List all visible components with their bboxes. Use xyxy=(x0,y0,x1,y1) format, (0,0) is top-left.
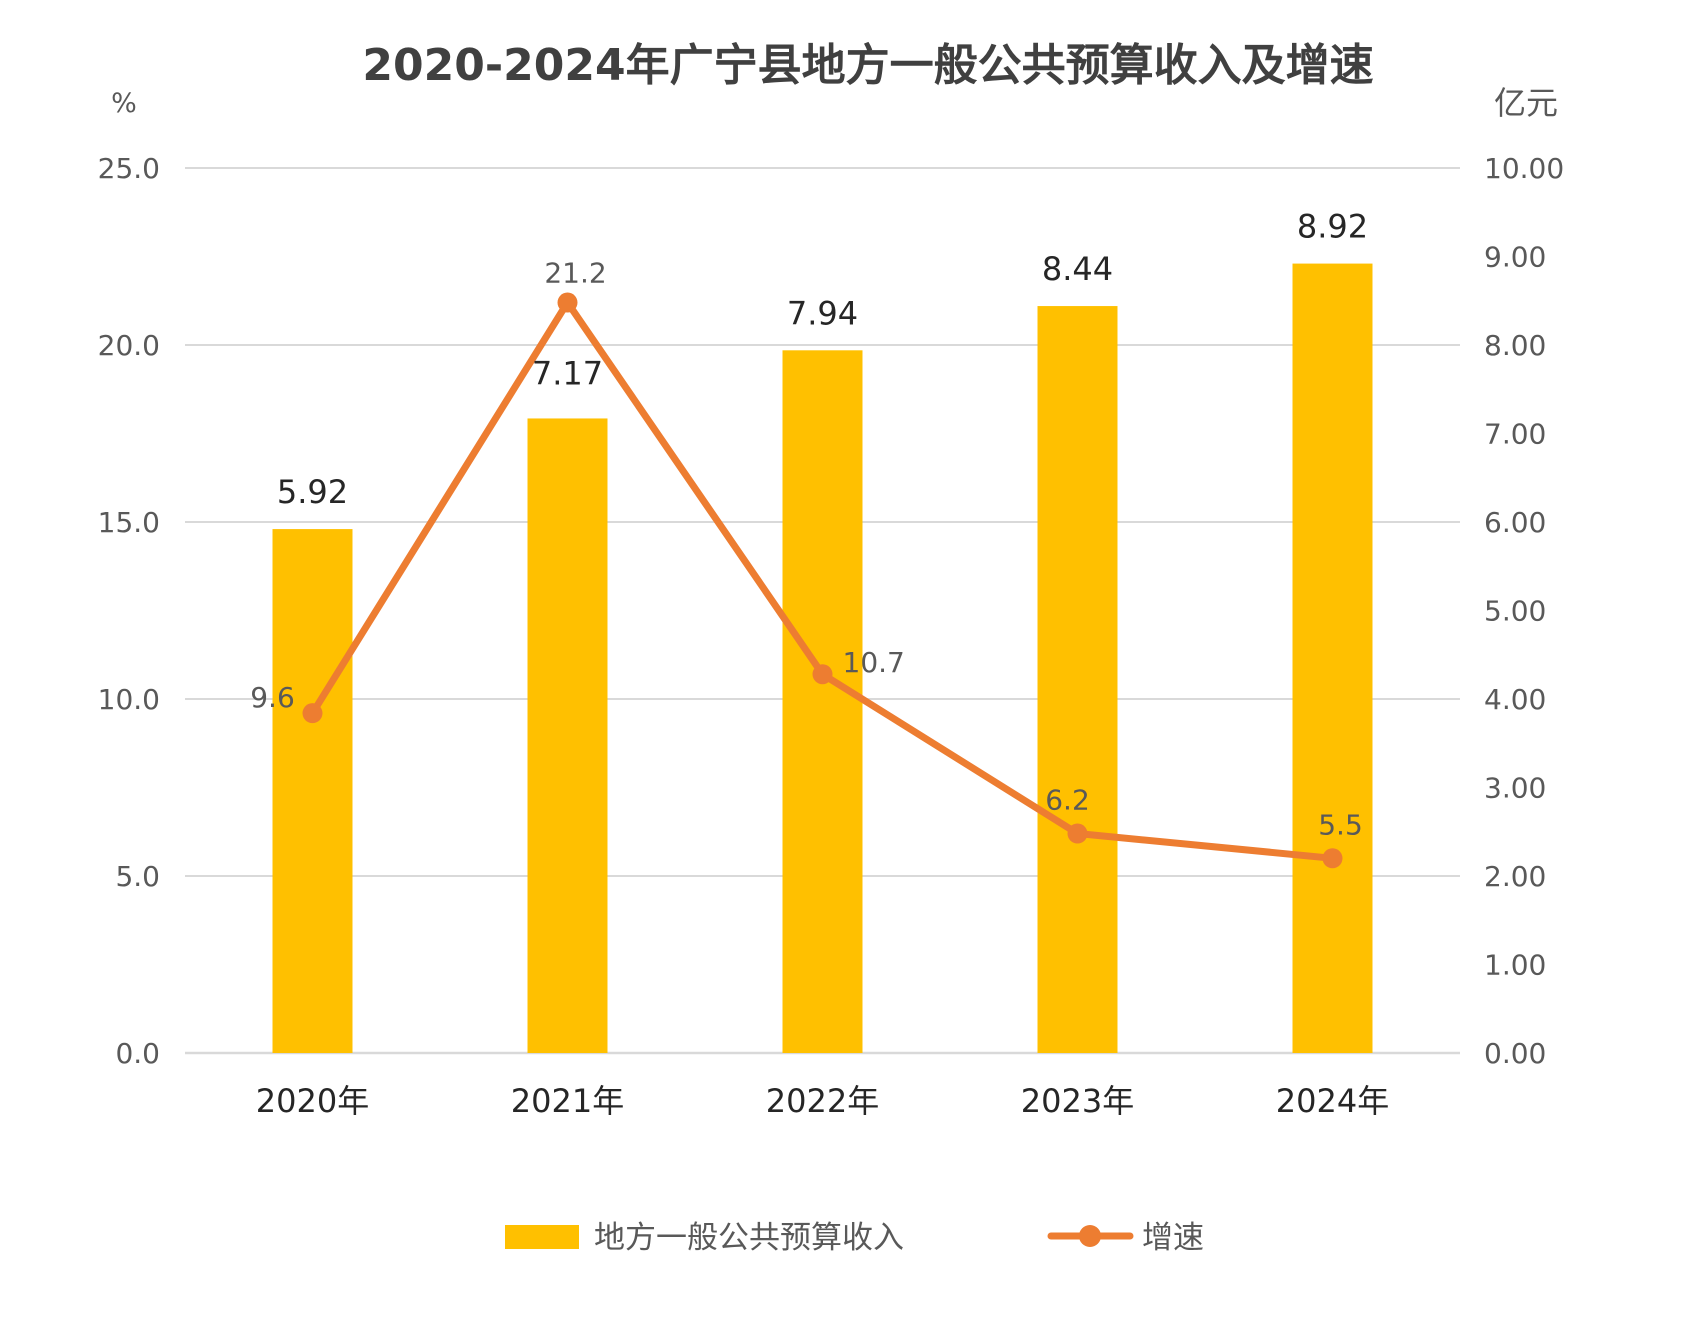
right-axis-unit: 亿元 xyxy=(1494,84,1558,122)
right-axis-tick-label: 0.00 xyxy=(1484,1037,1546,1070)
line-value-label: 21.2 xyxy=(544,257,606,290)
bar-2 xyxy=(527,418,608,1054)
x-axis-category-label: 2024年 xyxy=(1276,1082,1389,1120)
right-axis-tick-label: 7.00 xyxy=(1484,418,1546,451)
x-axis-category-label: 2021年 xyxy=(511,1082,624,1120)
right-axis-tick-label: 10.00 xyxy=(1484,152,1564,185)
line-value-label: 9.6 xyxy=(250,681,295,714)
bar-4 xyxy=(1037,306,1118,1053)
bar-value-label: 8.44 xyxy=(1042,250,1113,288)
growth-rate-point-1 xyxy=(302,703,323,724)
line-value-label: 10.7 xyxy=(843,646,905,679)
right-axis-tick-label: 8.00 xyxy=(1484,329,1546,362)
right-axis-tick-label: 9.00 xyxy=(1484,241,1546,274)
line-value-label: 6.2 xyxy=(1045,784,1090,817)
bar-1 xyxy=(272,529,353,1053)
chart-title: 2020-2024年广宁县地方一般公共预算收入及增速 xyxy=(362,40,1373,91)
left-axis-tick-label: 5.0 xyxy=(115,860,160,893)
legend-bar-label: 地方一般公共预算收入 xyxy=(594,1220,904,1256)
right-axis-tick-label: 2.00 xyxy=(1484,860,1546,893)
x-axis-category-label: 2023年 xyxy=(1021,1082,1134,1120)
right-axis-tick-label: 6.00 xyxy=(1484,506,1546,539)
growth-rate-point-5 xyxy=(1322,848,1343,869)
line-value-label: 5.5 xyxy=(1318,808,1363,841)
growth-rate-point-4 xyxy=(1067,823,1088,844)
growth-rate-point-2 xyxy=(557,292,578,313)
x-axis-category-label: 2022年 xyxy=(766,1082,879,1120)
bar-value-label: 7.94 xyxy=(787,294,858,332)
right-axis-tick-label: 5.00 xyxy=(1484,595,1546,628)
bar-value-label: 5.92 xyxy=(277,473,348,511)
right-axis-tick-label: 1.00 xyxy=(1484,949,1546,982)
left-axis-tick-label: 20.0 xyxy=(98,329,160,362)
x-axis-category-label: 2020年 xyxy=(256,1082,369,1120)
bar-3 xyxy=(782,350,863,1053)
right-axis-tick-label: 4.00 xyxy=(1484,683,1546,716)
left-axis-unit: % xyxy=(111,88,137,119)
growth-rate-point-3 xyxy=(812,664,833,685)
left-axis-tick-label: 10.0 xyxy=(98,683,160,716)
legend-line-marker xyxy=(1079,1225,1101,1247)
bar-5 xyxy=(1292,263,1373,1054)
left-axis-tick-label: 25.0 xyxy=(98,152,160,185)
legend-line-label: 增速 xyxy=(1142,1220,1204,1256)
right-axis-tick-label: 3.00 xyxy=(1484,772,1546,805)
left-axis-tick-label: 0.0 xyxy=(115,1037,160,1070)
legend-bar-swatch xyxy=(505,1225,579,1249)
bar-value-label: 8.92 xyxy=(1297,208,1368,246)
bar-value-label: 7.17 xyxy=(532,354,603,392)
left-axis-tick-label: 15.0 xyxy=(98,506,160,539)
